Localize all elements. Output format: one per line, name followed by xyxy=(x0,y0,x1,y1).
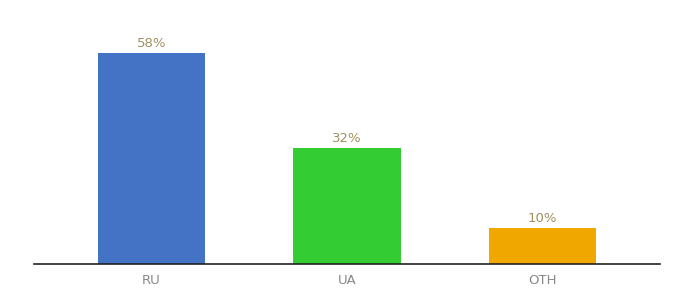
Text: 10%: 10% xyxy=(528,212,557,225)
Bar xyxy=(293,148,401,264)
Text: 58%: 58% xyxy=(137,37,166,50)
Bar xyxy=(97,53,205,264)
Bar xyxy=(488,228,596,264)
Text: 32%: 32% xyxy=(332,132,362,145)
